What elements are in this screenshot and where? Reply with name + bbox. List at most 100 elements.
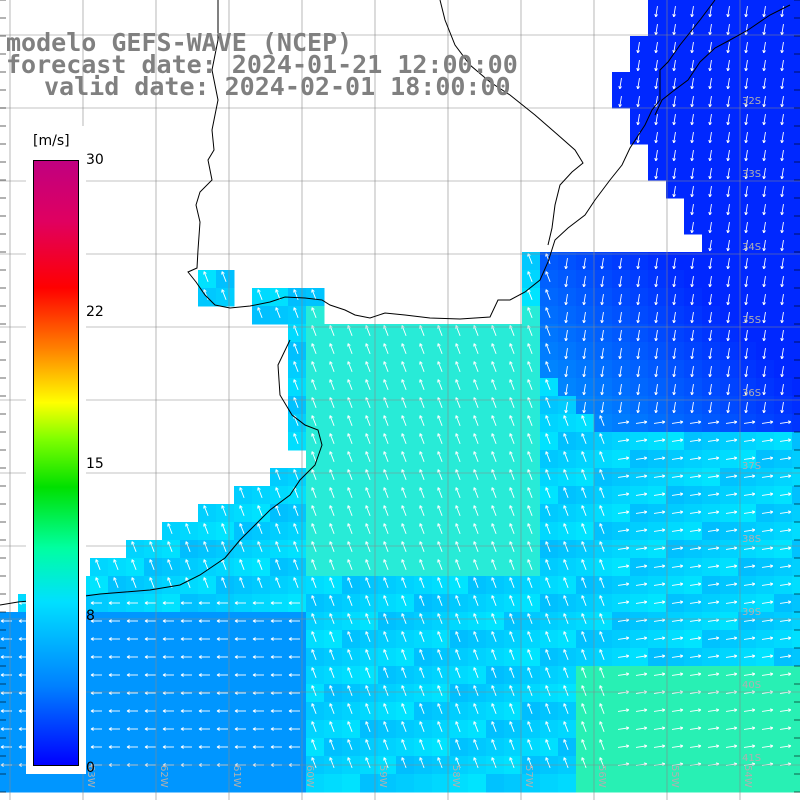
wind-arrow [527,667,533,678]
wind-arrow [347,721,353,732]
wind-arrow [725,438,738,442]
wind-arrow [617,708,630,712]
wind-arrow [726,95,730,108]
wind-arrow [455,559,461,570]
wind-arrow [599,613,605,624]
wind-arrow [144,601,156,605]
wind-arrow [437,487,443,498]
wind-arrow [365,559,371,570]
wind-arrow [581,649,587,660]
wind-arrow [690,77,694,90]
wind-arrow [617,546,630,550]
colorbar-tick-22: 22 [86,304,104,320]
wind-arrow [144,727,156,731]
wind-arrow [491,631,497,642]
wind-arrow [725,510,738,514]
wind-arrow [779,510,792,514]
wind-arrow [636,311,640,324]
wind-arrow [167,541,173,552]
wind-arrow [708,329,712,342]
wind-arrow [234,709,246,713]
wind-speed-cell [594,774,613,793]
wind-arrow [581,685,587,696]
wind-arrow [600,383,604,396]
wind-arrow [654,275,658,288]
wind-arrow [473,631,479,642]
wind-arrow [126,745,138,749]
wind-arrow [239,577,245,588]
wind-arrow [617,636,630,640]
wind-arrow [383,739,389,750]
wind-arrow [779,456,792,460]
wind-arrow [216,601,228,605]
wind-arrow [617,528,630,532]
wind-arrow [365,433,371,444]
wind-arrow [635,438,648,442]
wind-speed-cell [522,774,541,793]
wind-arrow [167,559,173,570]
wind-arrow [144,655,156,659]
wind-arrow [653,528,666,532]
wind-speed-cell [792,684,800,703]
wind-arrow [599,703,605,714]
wind-arrow [293,379,299,390]
wind-arrow [582,293,586,306]
wind-arrow [707,636,720,640]
wind-arrow [600,275,604,288]
wind-arrow [689,744,702,748]
wind-arrow [437,379,443,390]
wind-arrow [365,595,371,606]
wind-arrow [653,708,666,712]
wind-arrow [473,667,479,678]
wind-arrow [654,59,658,72]
wind-arrow [780,185,784,198]
wind-arrow [365,523,371,534]
wind-speed-cell [108,774,127,793]
wind-arrow [473,523,479,534]
wind-arrow [401,361,407,372]
wind-arrow [726,41,730,54]
wind-arrow [293,505,299,516]
wind-arrow [365,415,371,426]
wind-arrow [491,379,497,390]
wind-speed-cell [540,774,559,793]
wind-speed-cell [792,288,800,307]
wind-arrow [162,673,174,677]
wind-arrow [689,672,702,676]
wind-arrow [455,721,461,732]
wind-arrow [473,379,479,390]
latitude-label: 33S [742,169,761,180]
wind-arrow [131,577,137,588]
wind-arrow [180,745,192,749]
wind-arrow [270,727,282,731]
wind-arrow [744,329,748,342]
wind-arrow [708,257,712,270]
wind-arrow [311,505,317,516]
wind-arrow [90,727,102,731]
wind-arrow [347,577,353,588]
wind-arrow [545,433,551,444]
wind-speed-cell [792,198,800,217]
wind-arrow [329,541,335,552]
wind-arrow [252,601,264,605]
wind-arrow [347,451,353,462]
latitude-label: 40S [742,680,761,691]
wind-arrow [275,307,281,318]
wind-arrow [126,655,138,659]
wind-arrow [180,655,192,659]
wind-arrow [527,523,533,534]
wind-arrow [581,739,587,750]
wind-arrow [762,239,766,252]
wind-arrow [437,343,443,354]
wind-arrow [563,703,569,714]
wind-arrow [708,5,712,18]
colorbar-tick-15: 15 [86,456,104,472]
wind-arrow [185,577,191,588]
wind-arrow [437,469,443,480]
wind-arrow [180,637,192,641]
wind-arrow [581,631,587,642]
colorbar-tick-30: 30 [86,152,104,168]
wind-arrow [636,365,640,378]
wind-arrow [690,257,694,270]
